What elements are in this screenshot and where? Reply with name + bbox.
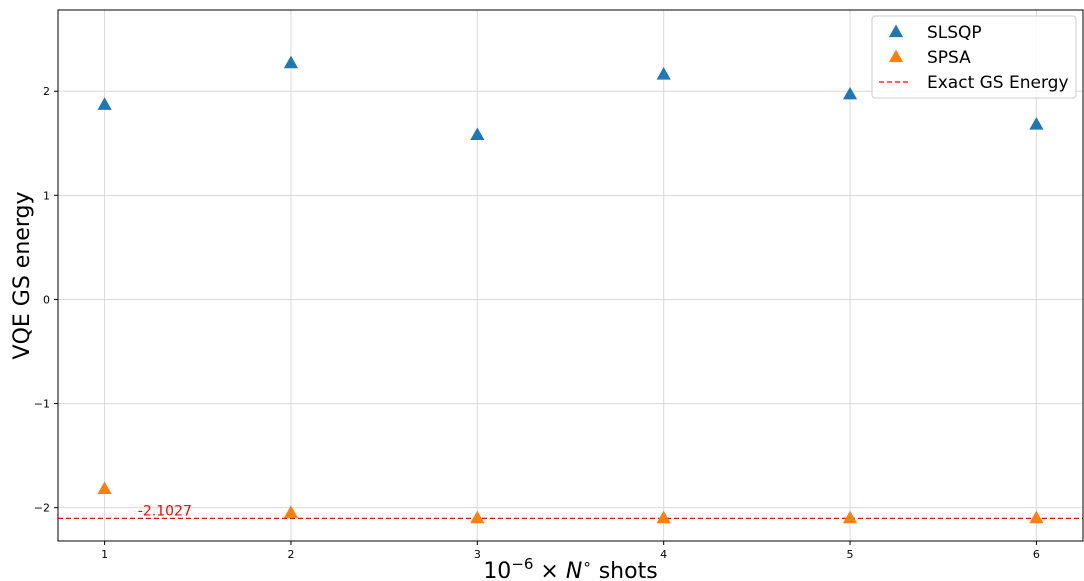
x-tick-label: 1 — [101, 548, 108, 561]
y-tick-label: −1 — [34, 398, 50, 411]
point-slsqp — [470, 127, 485, 141]
legend-box — [871, 15, 1077, 99]
x-tick-label: 4 — [660, 548, 667, 561]
x-axis-label: 10−6 × N∘ shots — [483, 555, 657, 581]
legend: SLSQP SPSA Exact GS Energy — [871, 15, 1077, 99]
x-label-rest: shots — [592, 559, 658, 581]
legend-label: Exact GS Energy — [927, 73, 1069, 93]
y-tick-label: 1 — [43, 189, 50, 202]
y-tick-label: −2 — [34, 502, 50, 515]
x-label-times: × — [533, 559, 565, 581]
ticks: 1 2 3 4 5 6 −2 −1 0 1 2 — [34, 85, 1040, 561]
point-spsa — [1029, 510, 1044, 524]
x-tick-label: 2 — [287, 548, 294, 561]
point-spsa — [656, 510, 671, 524]
point-spsa — [842, 510, 858, 524]
x-tick-label: 6 — [1033, 548, 1040, 561]
point-spsa — [470, 510, 485, 524]
legend-label: SPSA — [927, 48, 971, 68]
x-label-exponent: −6 — [511, 555, 533, 573]
x-label-base: 10 — [483, 559, 511, 581]
y-tick-label: 2 — [43, 85, 50, 98]
legend-label: SLSQP — [927, 23, 982, 43]
legend-marker — [888, 24, 904, 38]
y-axis-label: VQE GS energy — [10, 192, 35, 360]
plot-frame — [57, 9, 1084, 542]
point-slsqp — [283, 55, 299, 69]
point-slsqp — [1029, 117, 1044, 130]
legend-items: SLSQP SPSA Exact GS Energy — [879, 23, 1069, 93]
point-spsa — [283, 505, 299, 518]
marks — [97, 55, 1044, 524]
point-slsqp — [656, 67, 671, 80]
legend-marker — [888, 49, 904, 63]
point-spsa — [97, 481, 112, 495]
point-slsqp — [842, 86, 858, 100]
x-tick-label: 5 — [847, 548, 854, 561]
reference-annotation: -2.1027 — [138, 503, 192, 519]
y-tick-label: 0 — [43, 293, 50, 306]
x-label-degree: ∘ — [582, 555, 591, 573]
point-slsqp — [97, 97, 112, 110]
x-tick-label: 3 — [474, 548, 481, 561]
x-label-var: N — [566, 559, 582, 581]
